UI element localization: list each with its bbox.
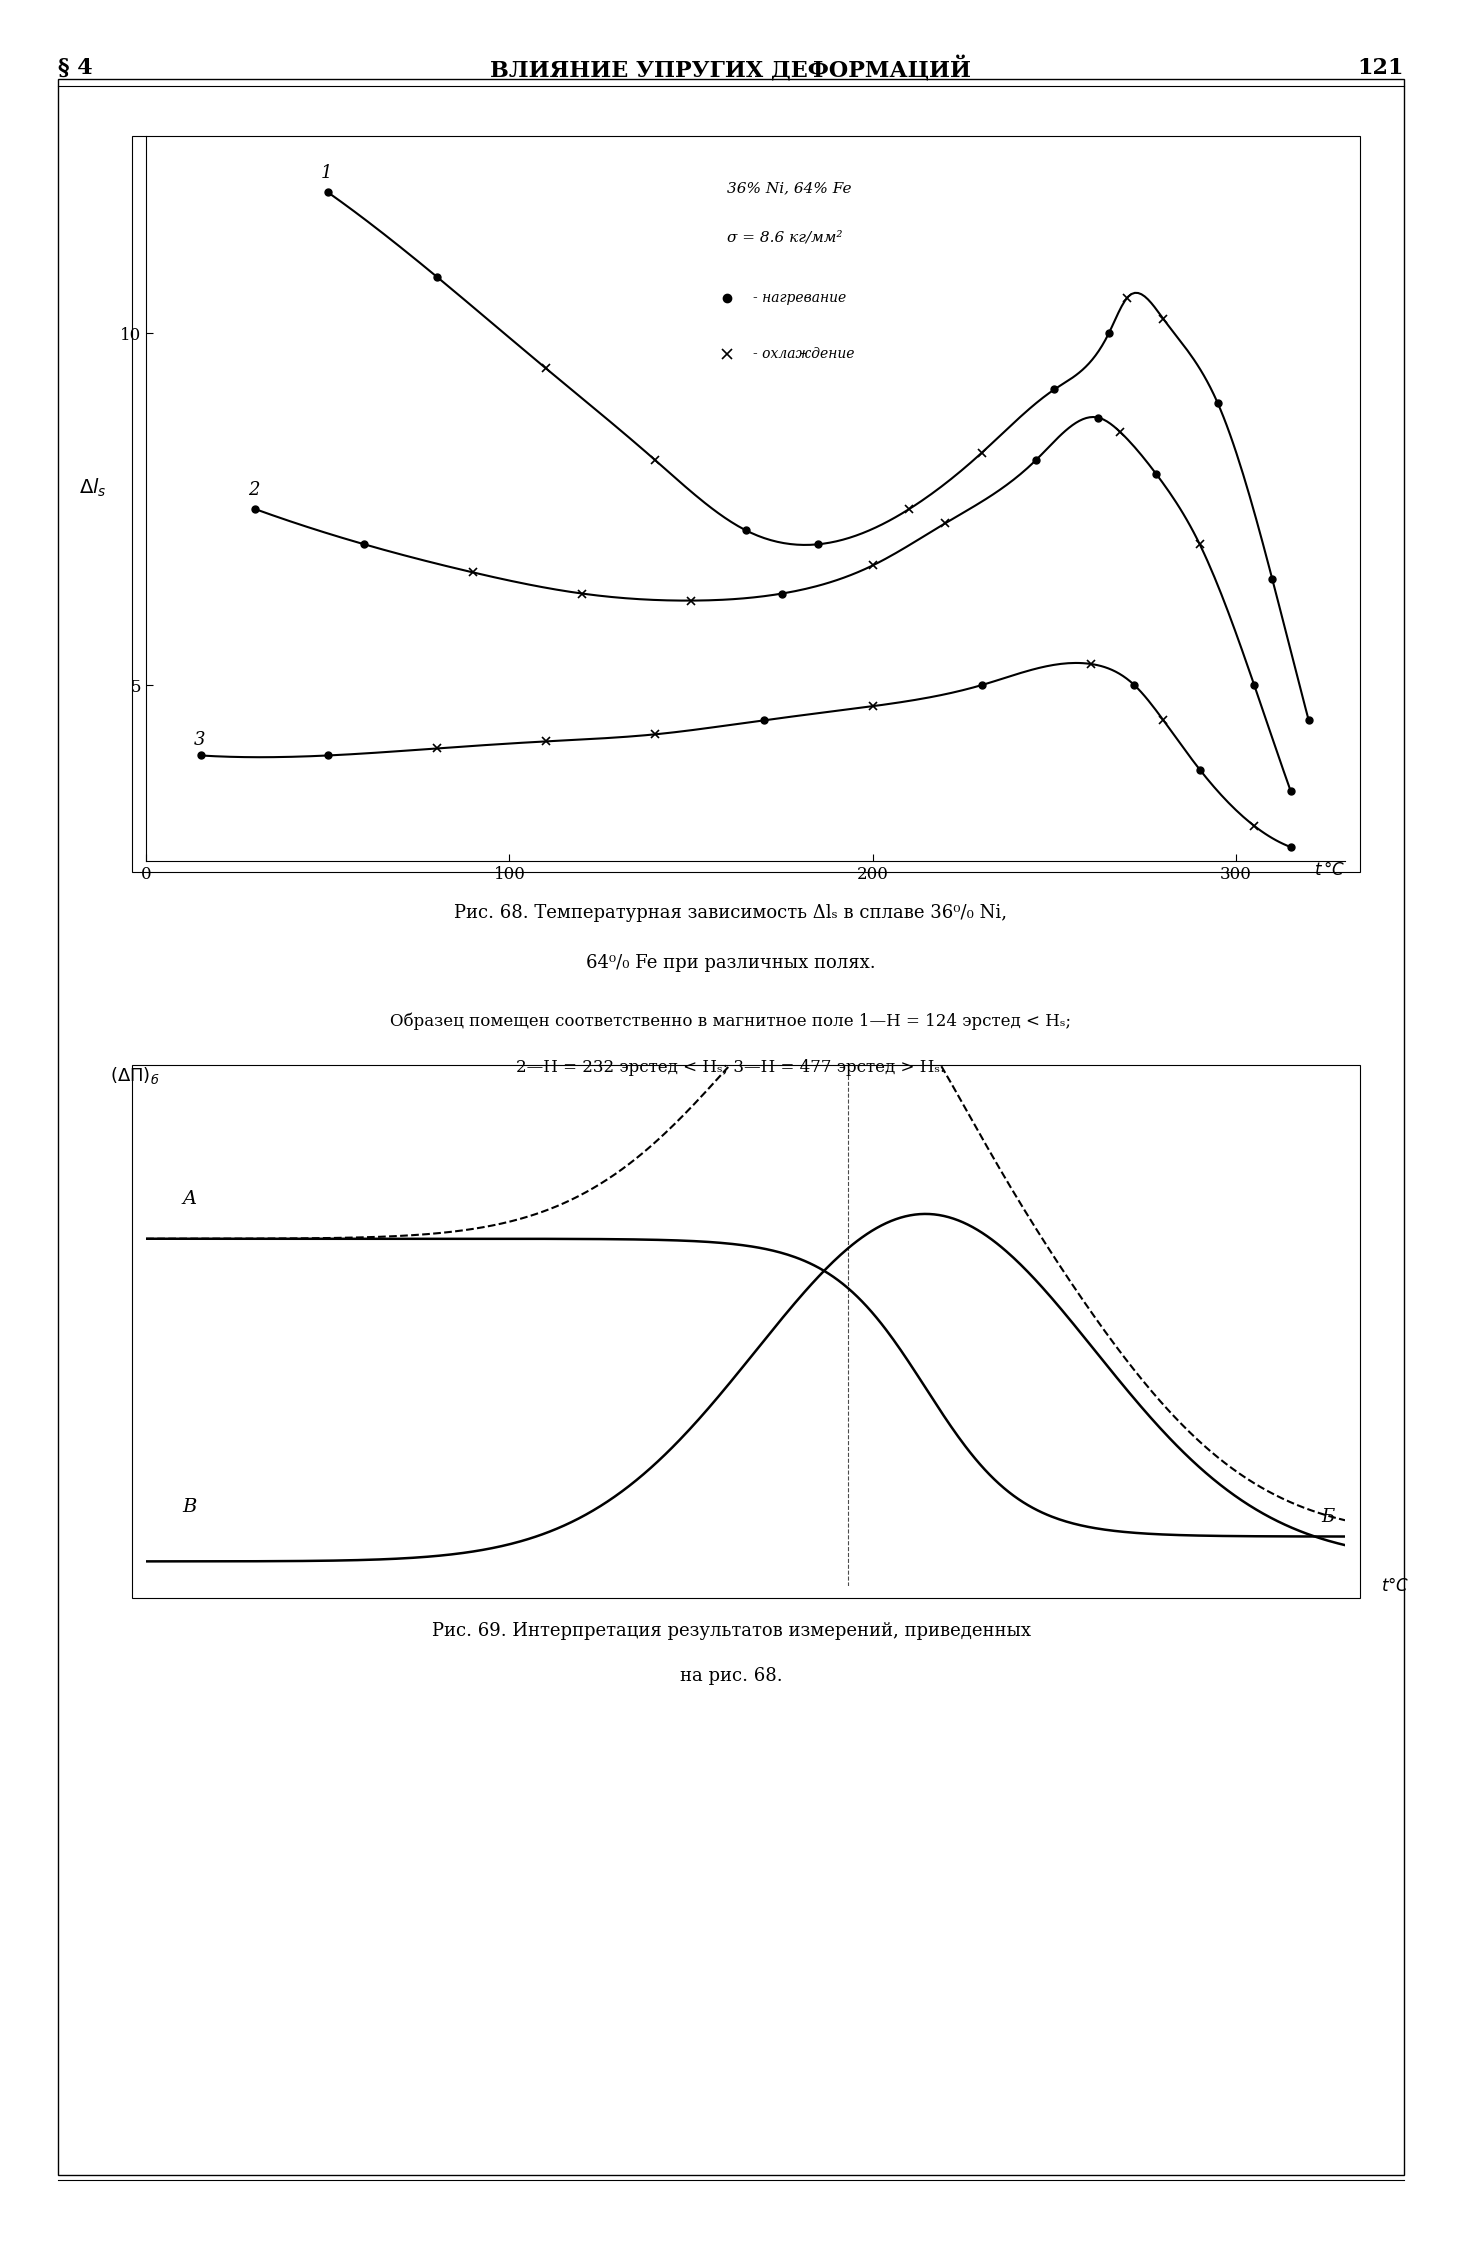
Text: $(\Delta\Pi)_б$: $(\Delta\Pi)_б$ xyxy=(110,1065,159,1085)
Text: 1: 1 xyxy=(320,163,332,181)
Text: $t\,°C$: $t\,°C$ xyxy=(1314,861,1345,879)
Text: на рис. 68.: на рис. 68. xyxy=(680,1668,782,1686)
Text: 3: 3 xyxy=(193,732,205,750)
Text: σ = 8.6 кг/мм²: σ = 8.6 кг/мм² xyxy=(728,231,844,245)
Text: A: A xyxy=(183,1190,196,1208)
Y-axis label: $\Delta l_s$: $\Delta l_s$ xyxy=(79,476,107,499)
Text: ВЛИЯНИЕ УПРУГИХ ДЕФОРМАЦИЙ: ВЛИЯНИЕ УПРУГИХ ДЕФОРМАЦИЙ xyxy=(490,57,972,82)
Text: - нагревание: - нагревание xyxy=(753,290,846,306)
Text: Рис. 69. Интерпретация результатов измерений, приведенных: Рис. 69. Интерпретация результатов измер… xyxy=(431,1622,1031,1641)
Text: 36% Ni, 64% Fe: 36% Ni, 64% Fe xyxy=(728,181,852,195)
Text: Образец помещен соответственно в магнитное поле 1—H = 124 эрстед < Hₛ;: Образец помещен соответственно в магнитн… xyxy=(390,1013,1072,1031)
Text: 121: 121 xyxy=(1357,57,1404,79)
Text: B: B xyxy=(183,1498,196,1516)
Text: Рис. 68. Температурная зависимость Δlₛ в сплаве 36⁰/₀ Ni,: Рис. 68. Температурная зависимость Δlₛ в… xyxy=(455,904,1007,922)
Text: 64⁰/₀ Fe при различных полях.: 64⁰/₀ Fe при различных полях. xyxy=(586,954,876,972)
Text: 2: 2 xyxy=(249,480,259,499)
Text: 2—H = 232 эрстед < Hₛ; 3—H = 477 эрстед > Hₛ.: 2—H = 232 эрстед < Hₛ; 3—H = 477 эрстед … xyxy=(516,1058,946,1076)
Text: $t°C$: $t°C$ xyxy=(1382,1577,1409,1595)
Text: - охлаждение: - охлаждение xyxy=(753,347,854,360)
Text: Б: Б xyxy=(1322,1507,1335,1525)
Text: § 4: § 4 xyxy=(58,57,94,79)
